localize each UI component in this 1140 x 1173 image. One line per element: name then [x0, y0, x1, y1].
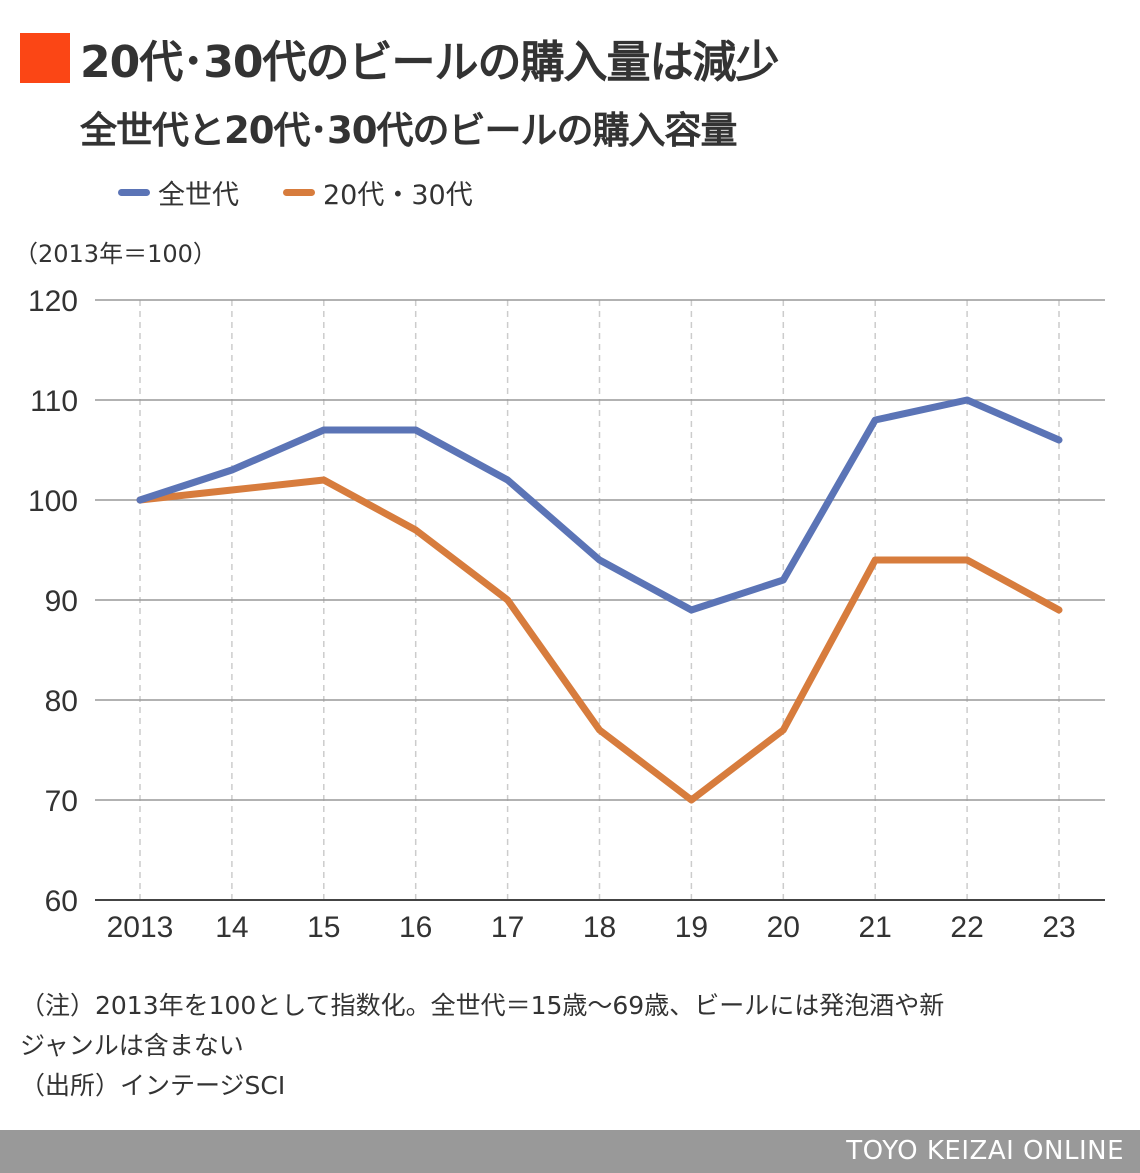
legend-label-all-generations: 全世代 — [158, 179, 239, 211]
x-tick-label-15: 15 — [307, 911, 340, 944]
footnote: （注）2013年を100として指数化。全世代＝15歳〜69歳、ビールには発泡酒や… — [20, 986, 1120, 1106]
legend-item-all-generations: 全世代 — [118, 173, 239, 212]
source-line: （出所）インテージSCI — [20, 1071, 286, 1100]
legend-label-20s-30s: 20代・30代 — [323, 179, 473, 211]
x-tick-label-22: 22 — [950, 911, 983, 944]
x-axis-tick-labels: 2013 14 15 16 17 18 19 20 21 22 23 — [107, 911, 1076, 944]
y-tick-label-100: 100 — [28, 485, 78, 518]
y-axis-unit-label: （2013年＝100） — [14, 240, 217, 268]
line-chart: 60 70 80 90 100 110 120 2013 14 15 16 17 18 19 20 21 22… — [28, 285, 1105, 944]
y-tick-label-60: 60 — [45, 885, 78, 918]
footnote-line-2: ジャンルは含まない — [20, 1031, 244, 1060]
y-tick-label-90: 90 — [45, 585, 78, 618]
x-tick-label-17: 17 — [491, 911, 524, 944]
legend: 全世代 20代・30代 — [118, 170, 517, 214]
x-tick-label-20: 20 — [767, 911, 800, 944]
footer-brand: TOYO KEIZAI ONLINE — [846, 1136, 1124, 1166]
footer-bar: TOYO KEIZAI ONLINE — [0, 1130, 1140, 1173]
x-tick-label-2013: 2013 — [107, 911, 174, 944]
legend-swatch-all-generations — [118, 188, 150, 196]
y-tick-label-120: 120 — [28, 285, 78, 318]
title-accent-square — [20, 33, 70, 83]
y-axis-tick-labels: 60 70 80 90 100 110 120 — [28, 285, 78, 918]
y-tick-label-80: 80 — [45, 685, 78, 718]
x-tick-label-18: 18 — [583, 911, 616, 944]
chart-subtitle: 全世代と20代･30代のビールの購入容量 — [80, 109, 737, 152]
series-line-all-generations — [136, 396, 1063, 614]
footnote-line-1: （注）2013年を100として指数化。全世代＝15歳〜69歳、ビールには発泡酒や… — [20, 991, 945, 1020]
y-tick-label-70: 70 — [45, 785, 78, 818]
y-tick-label-110: 110 — [30, 385, 78, 418]
horizontal-gridlines — [95, 299, 1105, 901]
x-tick-label-14: 14 — [215, 911, 248, 944]
x-tick-label-16: 16 — [399, 911, 432, 944]
series-line-20s-30s — [136, 476, 1063, 804]
x-tick-label-23: 23 — [1042, 911, 1075, 944]
page-title: 20代･30代のビールの購入量は減少 — [80, 37, 779, 88]
x-tick-label-21: 21 — [859, 911, 892, 944]
legend-swatch-20s-30s — [283, 188, 315, 196]
x-tick-label-19: 19 — [675, 911, 708, 944]
series-lines — [136, 396, 1063, 804]
legend-item-20s-30s: 20代・30代 — [283, 173, 473, 212]
